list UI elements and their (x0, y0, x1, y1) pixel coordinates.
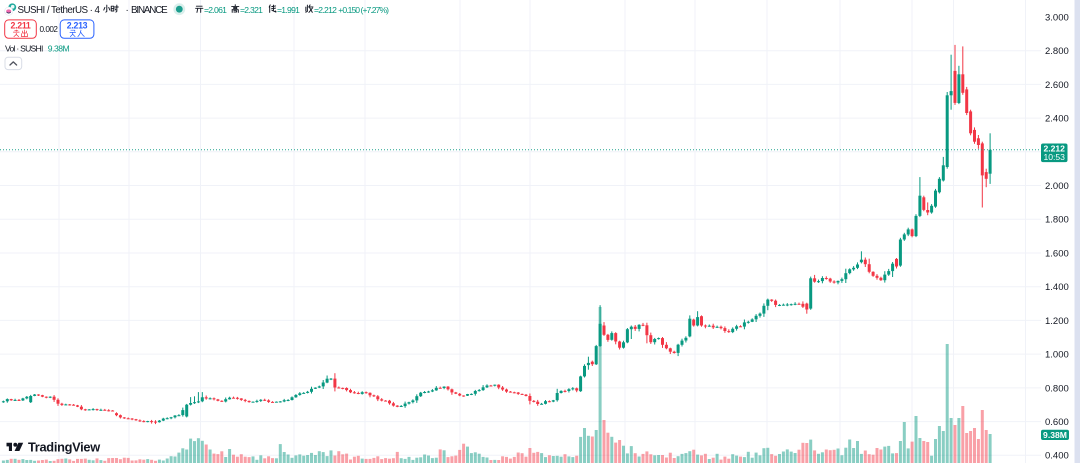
svg-text:0.002: 0.002 (40, 25, 59, 34)
svg-text:=2.321: =2.321 (240, 5, 263, 15)
svg-text:=1.991: =1.991 (277, 5, 300, 15)
svg-text:1.200: 1.200 (1045, 316, 1069, 327)
svg-text:1.400: 1.400 (1045, 282, 1069, 293)
svg-text:BINANCE: BINANCE (131, 5, 168, 16)
svg-text:9.38M: 9.38M (48, 44, 70, 54)
svg-text:=2.061: =2.061 (204, 5, 227, 15)
svg-text:Vol · SUSHI: Vol · SUSHI (5, 44, 43, 54)
svg-text:0.600: 0.600 (1045, 417, 1069, 428)
svg-text:2.800: 2.800 (1045, 46, 1069, 57)
svg-text:2.213: 2.213 (67, 21, 88, 31)
svg-text:·: · (126, 5, 129, 16)
svg-text:10:53: 10:53 (1043, 152, 1065, 162)
svg-text:1.000: 1.000 (1045, 350, 1069, 361)
svg-text:TradingView: TradingView (28, 439, 100, 454)
svg-text:9.38M: 9.38M (1043, 430, 1067, 440)
svg-text:1.600: 1.600 (1045, 248, 1069, 259)
svg-text:0.400: 0.400 (1045, 451, 1069, 462)
svg-text:2.212: 2.212 (1043, 143, 1065, 153)
svg-text:2.600: 2.600 (1045, 80, 1069, 91)
svg-text:2.400: 2.400 (1045, 114, 1069, 125)
svg-text:+0.150 (+7.27%): +0.150 (+7.27%) (338, 5, 389, 15)
svg-text:2.000: 2.000 (1045, 181, 1069, 192)
svg-text:3.000: 3.000 (1045, 12, 1069, 23)
svg-text:2.211: 2.211 (10, 21, 30, 31)
svg-text:0.800: 0.800 (1045, 383, 1069, 394)
svg-text:=2.212: =2.212 (314, 5, 337, 15)
svg-text:1.800: 1.800 (1045, 215, 1069, 226)
svg-text:SUSHI / TetherUS · 4: SUSHI / TetherUS · 4 (18, 5, 101, 16)
